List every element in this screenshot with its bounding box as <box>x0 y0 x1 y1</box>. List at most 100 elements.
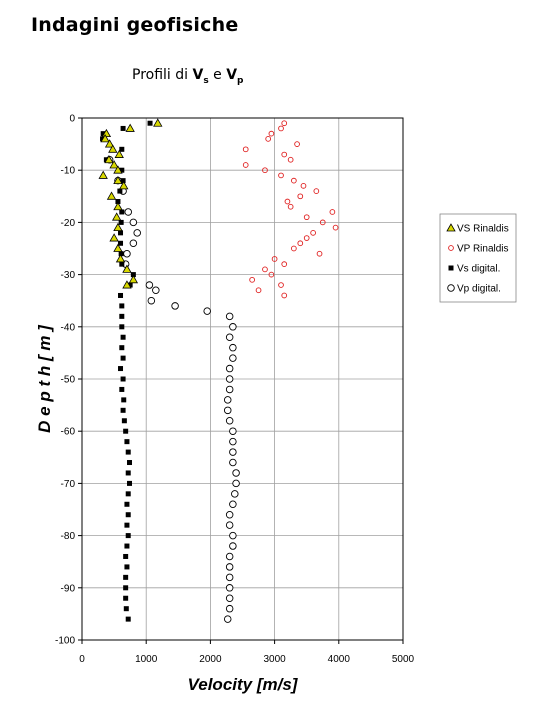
data-point <box>120 376 126 382</box>
data-point <box>123 585 129 591</box>
data-point <box>294 141 300 147</box>
data-point <box>125 449 131 455</box>
data-point <box>278 282 284 288</box>
data-point <box>100 134 110 143</box>
data-point <box>113 201 123 211</box>
data-point <box>127 282 133 288</box>
data-point <box>123 553 129 559</box>
data-point <box>229 343 237 352</box>
data-point <box>225 552 234 561</box>
legend-marker <box>447 284 455 292</box>
data-point <box>268 130 275 137</box>
y-tick-label: 0 <box>69 114 75 125</box>
data-point <box>287 203 294 210</box>
x-tick-label: 4000 <box>328 654 351 665</box>
data-point <box>124 208 132 216</box>
data-point <box>127 460 133 466</box>
series-2 <box>100 120 153 622</box>
data-point <box>232 479 240 488</box>
data-point <box>303 235 310 241</box>
data-point <box>319 219 326 226</box>
data-point <box>119 313 125 319</box>
data-point <box>123 574 129 580</box>
data-point <box>120 125 126 131</box>
page-title: Indagini geofisiche <box>31 14 239 36</box>
data-point <box>225 584 234 592</box>
data-point <box>122 280 132 289</box>
data-point <box>119 167 125 173</box>
data-point <box>297 193 304 200</box>
subtitle-sub1: s <box>203 75 209 86</box>
data-point <box>120 407 126 413</box>
subtitle-v2: V <box>226 67 238 83</box>
data-point <box>316 250 323 257</box>
legend-label: Vs digital. <box>457 264 500 275</box>
data-point <box>118 240 124 246</box>
data-point <box>125 123 135 132</box>
data-point <box>287 156 294 163</box>
data-point <box>100 131 106 137</box>
data-point <box>121 418 127 424</box>
data-point <box>229 354 237 362</box>
data-point <box>225 417 234 425</box>
data-point <box>229 531 237 540</box>
legend-label: VP Rinaldis <box>457 244 509 255</box>
data-point <box>225 385 234 394</box>
data-point <box>223 396 232 404</box>
data-point <box>118 251 124 257</box>
data-point <box>124 564 130 570</box>
data-point <box>291 177 297 184</box>
data-point <box>313 188 320 194</box>
data-point <box>130 272 136 278</box>
data-point <box>268 271 275 278</box>
data-point <box>114 149 124 158</box>
data-point <box>145 281 154 289</box>
chart-grid <box>82 118 403 640</box>
data-point <box>284 198 291 205</box>
data-point <box>115 254 126 263</box>
data-point <box>332 224 339 231</box>
y-tick-label: -40 <box>61 322 76 333</box>
data-point <box>124 522 130 528</box>
data-point <box>153 118 163 127</box>
series-3 <box>105 156 240 623</box>
y-tick-label: -60 <box>61 427 76 438</box>
y-tick-label: -70 <box>61 479 76 490</box>
data-point <box>225 364 234 373</box>
data-point <box>119 181 129 190</box>
data-marks <box>98 118 339 623</box>
legend-marker <box>448 265 454 271</box>
data-point <box>119 345 125 351</box>
x-tick-label: 3000 <box>263 654 286 665</box>
data-point <box>113 165 123 174</box>
legend-marker <box>446 223 456 232</box>
data-point <box>125 512 131 518</box>
data-point <box>111 212 122 221</box>
data-point <box>300 183 307 189</box>
data-point <box>229 437 237 446</box>
data-point <box>119 386 125 392</box>
data-point <box>129 218 138 227</box>
data-point <box>225 521 234 529</box>
data-point <box>129 239 138 248</box>
subtitle-mid: e <box>208 67 227 83</box>
y-tick-label: -20 <box>61 218 76 229</box>
data-point <box>124 501 130 507</box>
data-point <box>128 275 139 284</box>
data-point <box>281 120 288 127</box>
data-point <box>123 428 129 434</box>
data-point <box>104 154 114 164</box>
data-point <box>225 594 234 602</box>
x-tick-label: 2000 <box>199 654 222 665</box>
y-axis-title: D e p t h [ m ] <box>35 324 54 433</box>
data-point <box>225 510 234 519</box>
data-point <box>119 324 125 330</box>
data-point <box>106 191 117 200</box>
data-point <box>120 355 126 361</box>
x-tick-label: 0 <box>79 654 85 665</box>
x-tick-label: 5000 <box>392 654 415 665</box>
data-point <box>232 469 240 477</box>
data-point <box>124 543 130 549</box>
data-point <box>118 292 124 298</box>
data-point <box>133 229 141 237</box>
